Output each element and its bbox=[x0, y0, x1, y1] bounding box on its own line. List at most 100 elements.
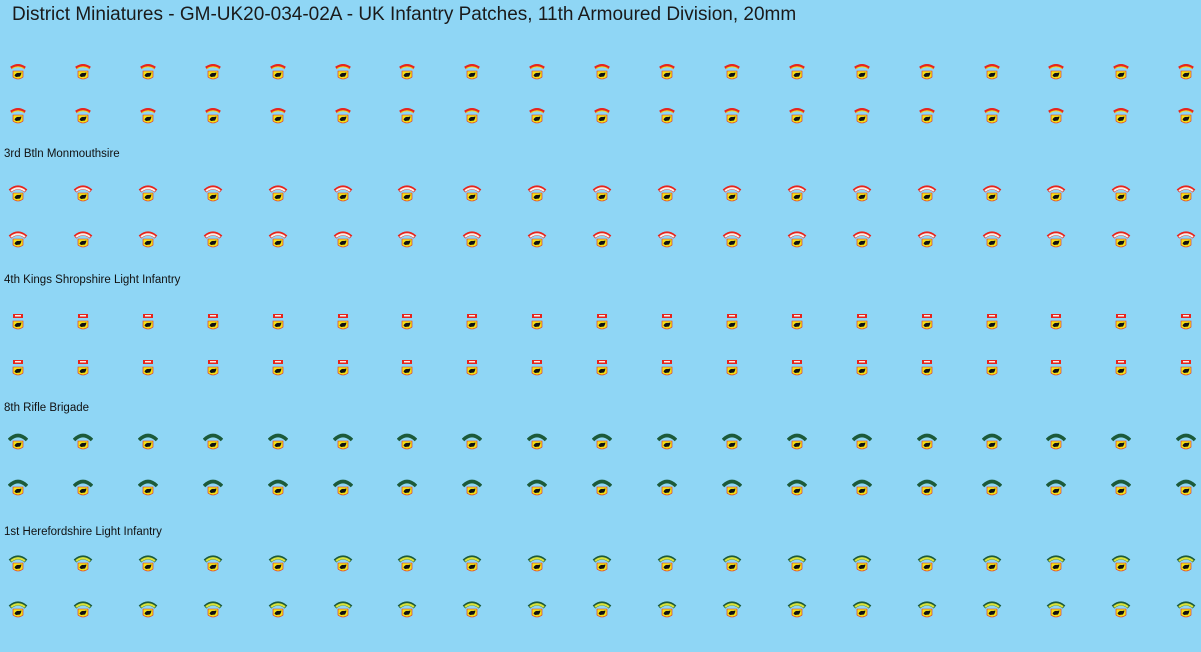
bull-badge-icon bbox=[203, 184, 223, 204]
bull-badge-icon bbox=[203, 554, 223, 574]
bull-badge-icon bbox=[1176, 600, 1196, 620]
bull-badge-icon bbox=[852, 600, 872, 620]
bull-badge-icon bbox=[982, 312, 1002, 332]
bull-badge-icon bbox=[722, 230, 742, 250]
section-label-monmouthshire: 3rd Btln Monmouthsire bbox=[4, 148, 120, 160]
bull-badge-icon bbox=[916, 478, 937, 498]
bull-badge-icon bbox=[721, 432, 742, 452]
bull-badge-icon bbox=[1111, 600, 1131, 620]
bull-badge-icon bbox=[916, 432, 937, 452]
bull-badge-icon bbox=[1176, 184, 1196, 204]
bull-badge-icon bbox=[1046, 554, 1066, 574]
bull-badge-icon bbox=[8, 62, 28, 82]
page-title: District Miniatures - GM-UK20-034-02A - … bbox=[12, 4, 797, 25]
bull-badge-icon bbox=[657, 600, 677, 620]
bull-badge-icon bbox=[527, 312, 547, 332]
bull-badge-icon bbox=[1046, 106, 1066, 126]
patch-row bbox=[0, 62, 1201, 84]
bull-badge-icon bbox=[852, 230, 872, 250]
bull-badge-icon bbox=[202, 478, 223, 498]
bull-badge-icon bbox=[1111, 106, 1131, 126]
bull-badge-icon bbox=[657, 312, 677, 332]
bull-badge-icon bbox=[1046, 358, 1066, 378]
bull-badge-icon bbox=[333, 554, 353, 574]
bull-badge-icon bbox=[138, 62, 158, 82]
bull-badge-icon bbox=[72, 432, 93, 452]
bull-badge-icon bbox=[1111, 554, 1131, 574]
bull-badge-icon bbox=[202, 432, 223, 452]
patch-row bbox=[0, 600, 1201, 622]
bull-badge-icon bbox=[72, 478, 93, 498]
bull-badge-icon bbox=[462, 554, 482, 574]
bull-badge-icon bbox=[1176, 554, 1196, 574]
bull-badge-icon bbox=[787, 312, 807, 332]
bull-badge-icon bbox=[267, 478, 288, 498]
bull-badge-icon bbox=[722, 358, 742, 378]
bull-badge-icon bbox=[397, 554, 417, 574]
bull-badge-icon bbox=[527, 554, 547, 574]
bull-badge-icon bbox=[592, 184, 612, 204]
bull-badge-icon bbox=[462, 312, 482, 332]
bull-badge-icon bbox=[268, 600, 288, 620]
bull-badge-icon bbox=[8, 432, 28, 452]
bull-badge-icon bbox=[8, 230, 28, 250]
bull-badge-icon bbox=[722, 554, 742, 574]
bull-badge-icon bbox=[852, 184, 872, 204]
bull-badge-icon bbox=[592, 600, 612, 620]
section-label-rifle-brigade: 8th Rifle Brigade bbox=[4, 402, 90, 414]
bull-badge-icon bbox=[1176, 358, 1196, 378]
bull-badge-icon bbox=[8, 312, 28, 332]
bull-badge-icon bbox=[527, 358, 547, 378]
bull-badge-icon bbox=[1111, 358, 1131, 378]
bull-badge-icon bbox=[333, 358, 353, 378]
bull-badge-icon bbox=[462, 358, 482, 378]
bull-badge-icon bbox=[527, 230, 547, 250]
bull-badge-icon bbox=[203, 106, 223, 126]
bull-badge-icon bbox=[203, 358, 223, 378]
bull-badge-icon bbox=[333, 62, 353, 82]
bull-badge-icon bbox=[332, 432, 353, 452]
bull-badge-icon bbox=[462, 62, 482, 82]
patch-row bbox=[0, 106, 1201, 128]
bull-badge-icon bbox=[722, 312, 742, 332]
bull-badge-icon bbox=[982, 230, 1002, 250]
bull-badge-icon bbox=[138, 230, 158, 250]
bull-badge-icon bbox=[8, 184, 28, 204]
bull-badge-icon bbox=[592, 478, 613, 498]
bull-badge-icon bbox=[268, 358, 288, 378]
patch-row bbox=[0, 478, 1201, 500]
bull-badge-icon bbox=[1111, 184, 1131, 204]
bull-badge-icon bbox=[1046, 312, 1066, 332]
patch-row bbox=[0, 358, 1201, 380]
bull-badge-icon bbox=[917, 554, 937, 574]
bull-badge-icon bbox=[333, 184, 353, 204]
bull-badge-icon bbox=[982, 554, 1002, 574]
bull-badge-icon bbox=[268, 230, 288, 250]
bull-badge-icon bbox=[73, 554, 93, 574]
bull-badge-icon bbox=[527, 62, 547, 82]
bull-badge-icon bbox=[1111, 478, 1132, 498]
bull-badge-icon bbox=[852, 554, 872, 574]
bull-badge-icon bbox=[73, 106, 93, 126]
bull-badge-icon bbox=[397, 62, 417, 82]
bull-badge-icon bbox=[73, 600, 93, 620]
bull-badge-icon bbox=[592, 554, 612, 574]
bull-badge-icon bbox=[852, 358, 872, 378]
bull-badge-icon bbox=[787, 230, 807, 250]
bull-badge-icon bbox=[851, 432, 872, 452]
bull-badge-icon bbox=[527, 106, 547, 126]
bull-badge-icon bbox=[592, 358, 612, 378]
bull-badge-icon bbox=[8, 600, 28, 620]
bull-badge-icon bbox=[138, 554, 158, 574]
bull-badge-icon bbox=[657, 184, 677, 204]
bull-badge-icon bbox=[73, 358, 93, 378]
bull-badge-icon bbox=[1046, 62, 1066, 82]
patch-row bbox=[0, 312, 1201, 334]
bull-badge-icon bbox=[333, 312, 353, 332]
bull-badge-icon bbox=[981, 432, 1002, 452]
bull-badge-icon bbox=[397, 478, 418, 498]
bull-badge-icon bbox=[917, 312, 937, 332]
bull-badge-icon bbox=[917, 106, 937, 126]
bull-badge-icon bbox=[137, 478, 158, 498]
bull-badge-icon bbox=[137, 432, 158, 452]
